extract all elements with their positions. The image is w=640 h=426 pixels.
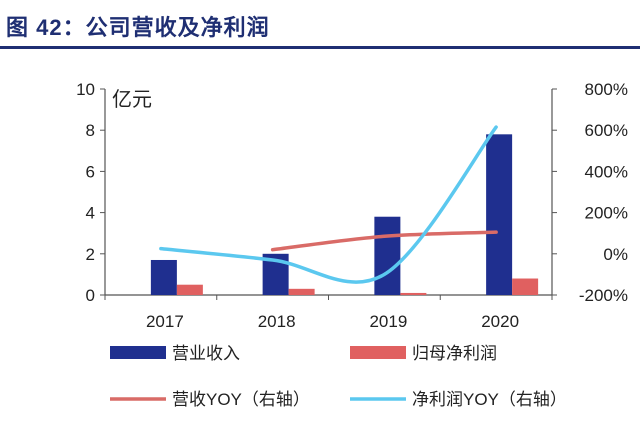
x-tick-label: 2020: [481, 312, 519, 331]
bar-net-profit: [512, 278, 539, 295]
line-net-profit-yoy: [159, 125, 498, 284]
title-rule: [0, 46, 640, 49]
legend-revenue-swatch: [110, 346, 166, 359]
bar-net-profit: [288, 288, 315, 295]
y-tick-label: 8: [86, 121, 95, 140]
bar-net-profit: [400, 292, 427, 295]
y-unit-label: 亿元: [112, 88, 152, 111]
legend-net-profit-label: 归母净利润: [412, 344, 497, 363]
y2-tick-label: 800%: [585, 80, 628, 99]
y-tick-label: 10: [76, 80, 95, 99]
bar-revenue: [150, 259, 177, 295]
bar-revenue: [486, 134, 513, 295]
legend-net-profit-yoy-label: 净利润YOY（右轴）: [412, 390, 567, 409]
y-tick-label: 4: [86, 204, 95, 223]
x-tick-label: 2017: [146, 312, 184, 331]
y2-tick-label: -200%: [579, 286, 628, 305]
legend-revenue-yoy-label: 营收YOY（右轴）: [172, 390, 310, 409]
bar-revenue: [374, 216, 401, 295]
y2-tick-label: 400%: [585, 162, 628, 181]
bar-net-profit: [176, 284, 203, 295]
line-revenue-yoy: [270, 230, 498, 252]
y2-tick-label: 0%: [603, 245, 628, 264]
x-tick-label: 2018: [258, 312, 296, 331]
legend-net-profit-swatch: [350, 346, 406, 359]
y2-tick-label: 600%: [585, 121, 628, 140]
y-tick-label: 6: [86, 162, 95, 181]
chart-title: 图 42：公司营收及净利润: [6, 15, 270, 40]
y2-tick-label: 200%: [585, 204, 628, 223]
legend-revenue-label: 营业收入: [172, 344, 240, 363]
x-tick-label: 2019: [369, 312, 407, 331]
y-tick-label: 0: [86, 286, 95, 305]
y-tick-label: 2: [86, 245, 95, 264]
